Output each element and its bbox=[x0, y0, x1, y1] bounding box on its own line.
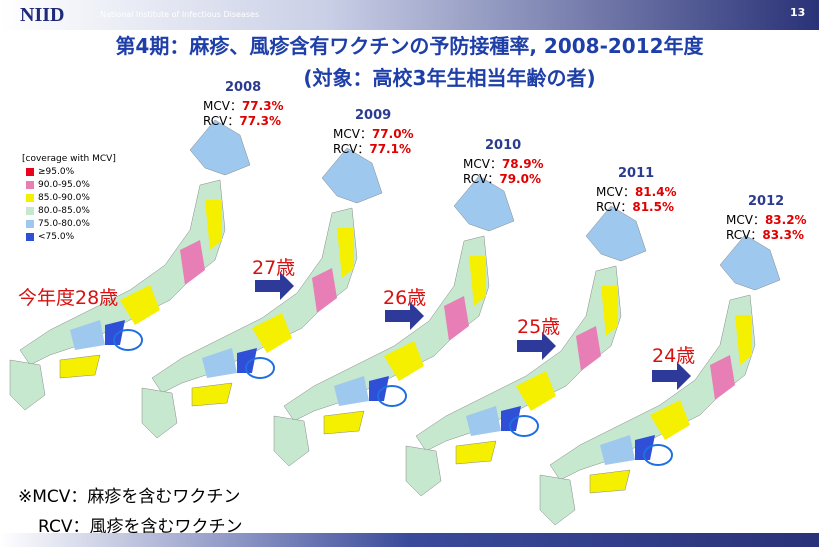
mcv-value: 77.0% bbox=[372, 127, 414, 141]
footnote: ※MCV：麻疹を含むワクチン bbox=[18, 482, 240, 507]
legend-label: 90.0-95.0% bbox=[38, 180, 90, 190]
rcv-value: 79.0% bbox=[499, 172, 541, 186]
legend: [coverage with MCV] ≥95.0% 90.0-95.0% 85.0… bbox=[22, 154, 116, 242]
legend-item: 75.0-80.0% bbox=[26, 219, 116, 229]
legend-label: 80.0-85.0% bbox=[38, 206, 90, 216]
age-label: 今年度28歳 bbox=[18, 283, 118, 310]
rcv-value: 81.5% bbox=[632, 200, 674, 214]
legend-item: ≥95.0% bbox=[26, 167, 116, 177]
mcv-label: MCV： bbox=[203, 99, 242, 113]
rcv-label: RCV： bbox=[726, 228, 762, 242]
legend-swatch bbox=[26, 181, 34, 189]
rcv-label: RCV： bbox=[333, 142, 369, 156]
mcv-label: MCV： bbox=[463, 157, 502, 171]
footer-band bbox=[0, 533, 819, 547]
age-label: 26歳 bbox=[383, 283, 426, 310]
rcv-row: RCV：77.1% bbox=[333, 140, 411, 157]
rcv-label: RCV： bbox=[463, 172, 499, 186]
rcv-row: RCV：79.0% bbox=[463, 170, 541, 187]
rcv-row: RCV：83.3% bbox=[726, 226, 804, 243]
age-label: 27歳 bbox=[252, 253, 295, 280]
legend-title: [coverage with MCV] bbox=[22, 154, 116, 164]
rcv-label: RCV： bbox=[596, 200, 632, 214]
mcv-value: 83.2% bbox=[765, 213, 807, 227]
legend-swatch bbox=[26, 207, 34, 215]
maps bbox=[0, 0, 819, 547]
year: 2012 bbox=[748, 194, 784, 209]
rcv-row: RCV：77.3% bbox=[203, 112, 281, 129]
rcv-value: 77.3% bbox=[239, 114, 281, 128]
age-label: 25歳 bbox=[517, 312, 560, 339]
slide: NIID National Institute of Infectious Di… bbox=[0, 0, 819, 547]
rcv-row: RCV：81.5% bbox=[596, 198, 674, 215]
mcv-label: MCV： bbox=[333, 127, 372, 141]
year: 2009 bbox=[355, 108, 391, 123]
legend-label: ≥95.0% bbox=[38, 167, 74, 177]
rcv-value: 77.1% bbox=[369, 142, 411, 156]
legend-label: 75.0-80.0% bbox=[38, 219, 90, 229]
legend-swatch bbox=[26, 168, 34, 176]
mcv-value: 81.4% bbox=[635, 185, 677, 199]
legend-swatch bbox=[26, 194, 34, 202]
age-label: 24歳 bbox=[652, 341, 695, 368]
mcv-label: MCV： bbox=[726, 213, 765, 227]
legend-item: 85.0-90.0% bbox=[26, 193, 116, 203]
legend-item: <75.0% bbox=[26, 232, 116, 242]
legend-swatch bbox=[26, 233, 34, 241]
mcv-value: 78.9% bbox=[502, 157, 544, 171]
rcv-value: 83.3% bbox=[762, 228, 804, 242]
mcv-value: 77.3% bbox=[242, 99, 284, 113]
legend-label: <75.0% bbox=[38, 232, 74, 242]
legend-item: 90.0-95.0% bbox=[26, 180, 116, 190]
year: 2008 bbox=[225, 80, 261, 95]
rcv-label: RCV： bbox=[203, 114, 239, 128]
legend-swatch bbox=[26, 220, 34, 228]
legend-item: 80.0-85.0% bbox=[26, 206, 116, 216]
year: 2011 bbox=[618, 166, 654, 181]
year: 2010 bbox=[485, 138, 521, 153]
mcv-label: MCV： bbox=[596, 185, 635, 199]
legend-label: 85.0-90.0% bbox=[38, 193, 90, 203]
